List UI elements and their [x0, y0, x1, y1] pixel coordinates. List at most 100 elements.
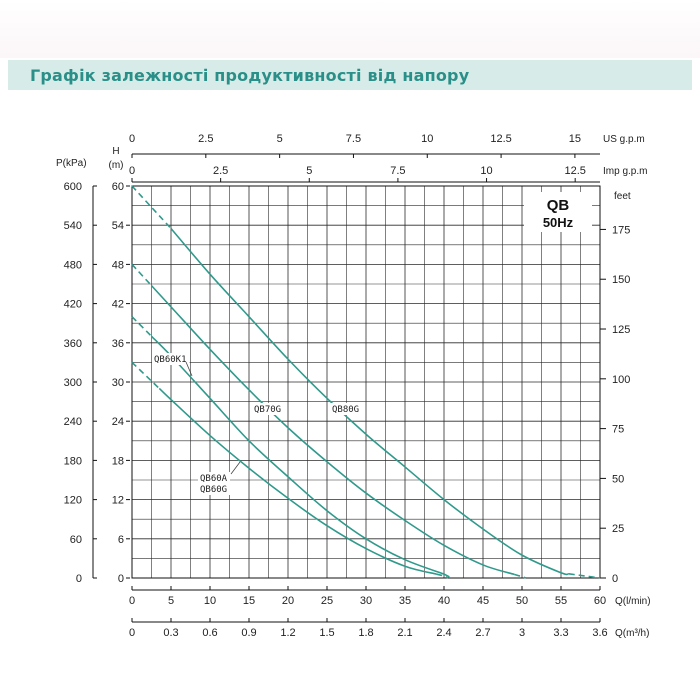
x2-tick-label: 3.3: [553, 627, 568, 639]
curve-qb60k1-dashed-end: [443, 573, 453, 579]
x-tick-label: 35: [399, 595, 411, 607]
label-qb60g-bg: [198, 483, 230, 495]
chart-grid: [131, 185, 601, 579]
kpa-tick-label: 480: [64, 259, 82, 271]
imp-tick-label: 12.5: [564, 165, 585, 177]
x-tick-label: 20: [282, 595, 294, 607]
kpa-tick-label: 600: [64, 181, 82, 193]
us-tick-label: 10: [421, 133, 433, 145]
feet-tick-label: 25: [612, 523, 624, 535]
x-tick-label: 50: [516, 595, 528, 607]
badge-model: QB: [547, 197, 570, 214]
imp-tick-label: 7.5: [390, 165, 405, 177]
kpa-tick-label: 300: [64, 377, 82, 389]
label-qb60a: QB60A: [200, 474, 228, 484]
m-tick-label: 0: [118, 573, 124, 585]
m-tick-label: 12: [112, 495, 124, 507]
m-tick-label: 18: [112, 455, 124, 467]
x2-tick-label: 0.3: [163, 627, 178, 639]
imp-tick-label: 2.5: [213, 165, 228, 177]
m-tick-label: 30: [112, 377, 124, 389]
x-tick-label: 25: [321, 595, 333, 607]
x2-tick-label: 3: [519, 627, 525, 639]
label-qb70g: QB70G: [254, 405, 281, 415]
m-tick-label: 36: [112, 338, 124, 350]
kpa-tick-label: 60: [70, 534, 82, 546]
imp-tick-label: 5: [306, 165, 312, 177]
curve-qb80g: [170, 227, 569, 576]
kpa-tick-label: 180: [64, 455, 82, 467]
feet-tick-label: 175: [612, 224, 630, 236]
m-tick-label: 6: [118, 534, 124, 546]
x2-tick-label: 0.9: [241, 627, 256, 639]
imp-tick-label: 10: [480, 165, 492, 177]
heading-bar: Графік залежності продуктивності від нап…: [8, 60, 692, 90]
x2-tick-label: 2.7: [475, 627, 490, 639]
kpa-tick-label: 360: [64, 338, 82, 350]
curve-qb60a-dashed-end: [436, 573, 449, 579]
label-qb60k1-bg: [152, 353, 190, 365]
feet-tick-label: 150: [612, 274, 630, 286]
kpa-tick-label: 540: [64, 220, 82, 232]
x-tick-label: 55: [555, 595, 567, 607]
us-tick-label: 5: [277, 133, 283, 145]
label-qb70g-bg: [252, 403, 284, 415]
x-tick-label: 10: [204, 595, 216, 607]
x2-tick-label: 1.2: [280, 627, 295, 639]
x-tick-label: 30: [360, 595, 372, 607]
kpa-tick-label: 0: [76, 573, 82, 585]
kpa-tick-label: 420: [64, 299, 82, 311]
top-band: [0, 0, 700, 58]
label-qb60a-leader: [230, 461, 241, 475]
x-tick-label: 45: [477, 595, 489, 607]
curve-qb70g-dashed-end: [513, 573, 527, 579]
label-qb60k1-leader: [185, 361, 193, 377]
feet-tick-label: 0: [612, 573, 618, 585]
curve-qb60a: [158, 387, 437, 575]
feet-axis-label: feet: [614, 191, 631, 202]
x-tick-label: 40: [438, 595, 450, 607]
x2-tick-label: 0: [129, 627, 135, 639]
x2-tick-label: 3.6: [592, 627, 607, 639]
curve-qb60a-dashed-start: [131, 361, 160, 390]
m-tick-label: 54: [112, 220, 124, 232]
curve-qb80g-dashed-start: [131, 185, 172, 230]
x2-tick-label: 2.1: [397, 627, 412, 639]
curve-qb80g-dashed-end: [568, 573, 601, 579]
label-qb60a-bg: [198, 472, 230, 484]
kpa-tick-label: 240: [64, 416, 82, 428]
chart-axes: 0 5 10 15 20 25 30 35 40 45 50 55 60 Q(l/min)0 0.3 0.6 0…: [56, 133, 651, 639]
chart-curves: [131, 185, 601, 579]
x2-axis-label: Q(m³/h): [615, 628, 649, 639]
feet-tick-label: 125: [612, 324, 630, 336]
us-tick-label: 12.5: [490, 133, 511, 145]
feet-tick-label: 75: [612, 424, 624, 436]
m-axis-label-top: H: [112, 146, 119, 157]
x2-tick-label: 0.6: [202, 627, 217, 639]
page-title: Графік залежності продуктивності від нап…: [30, 65, 470, 85]
label-qb60g: QB60G: [200, 485, 227, 495]
x2-tick-label: 2.4: [436, 627, 451, 639]
x-tick-label: 15: [243, 595, 255, 607]
x-tick-label: 5: [168, 595, 174, 607]
us-tick-label: 7.5: [346, 133, 361, 145]
curve-qb70g-dashed-start: [131, 263, 153, 287]
label-qb80g-bg: [330, 403, 362, 415]
kpa-tick-label: 120: [64, 495, 82, 507]
kpa-axis-label: P(kPa): [56, 158, 87, 169]
feet-tick-label: 100: [612, 374, 630, 386]
badge-box: [524, 192, 592, 232]
us-tick-label: 2.5: [198, 133, 213, 145]
label-qb80g: QB80G: [332, 405, 359, 415]
x2-tick-label: 1.5: [319, 627, 334, 639]
feet-tick-label: 50: [612, 473, 624, 485]
m-tick-label: 60: [112, 181, 124, 193]
m-tick-label: 42: [112, 299, 124, 311]
badge-frequency: 50Hz: [543, 215, 574, 230]
us-axis-label: US g.p.m: [603, 134, 645, 145]
imp-axis-label: Imp g.p.m: [603, 166, 647, 177]
x-tick-label: 60: [594, 595, 606, 607]
imp-tick-label: 0: [129, 165, 135, 177]
